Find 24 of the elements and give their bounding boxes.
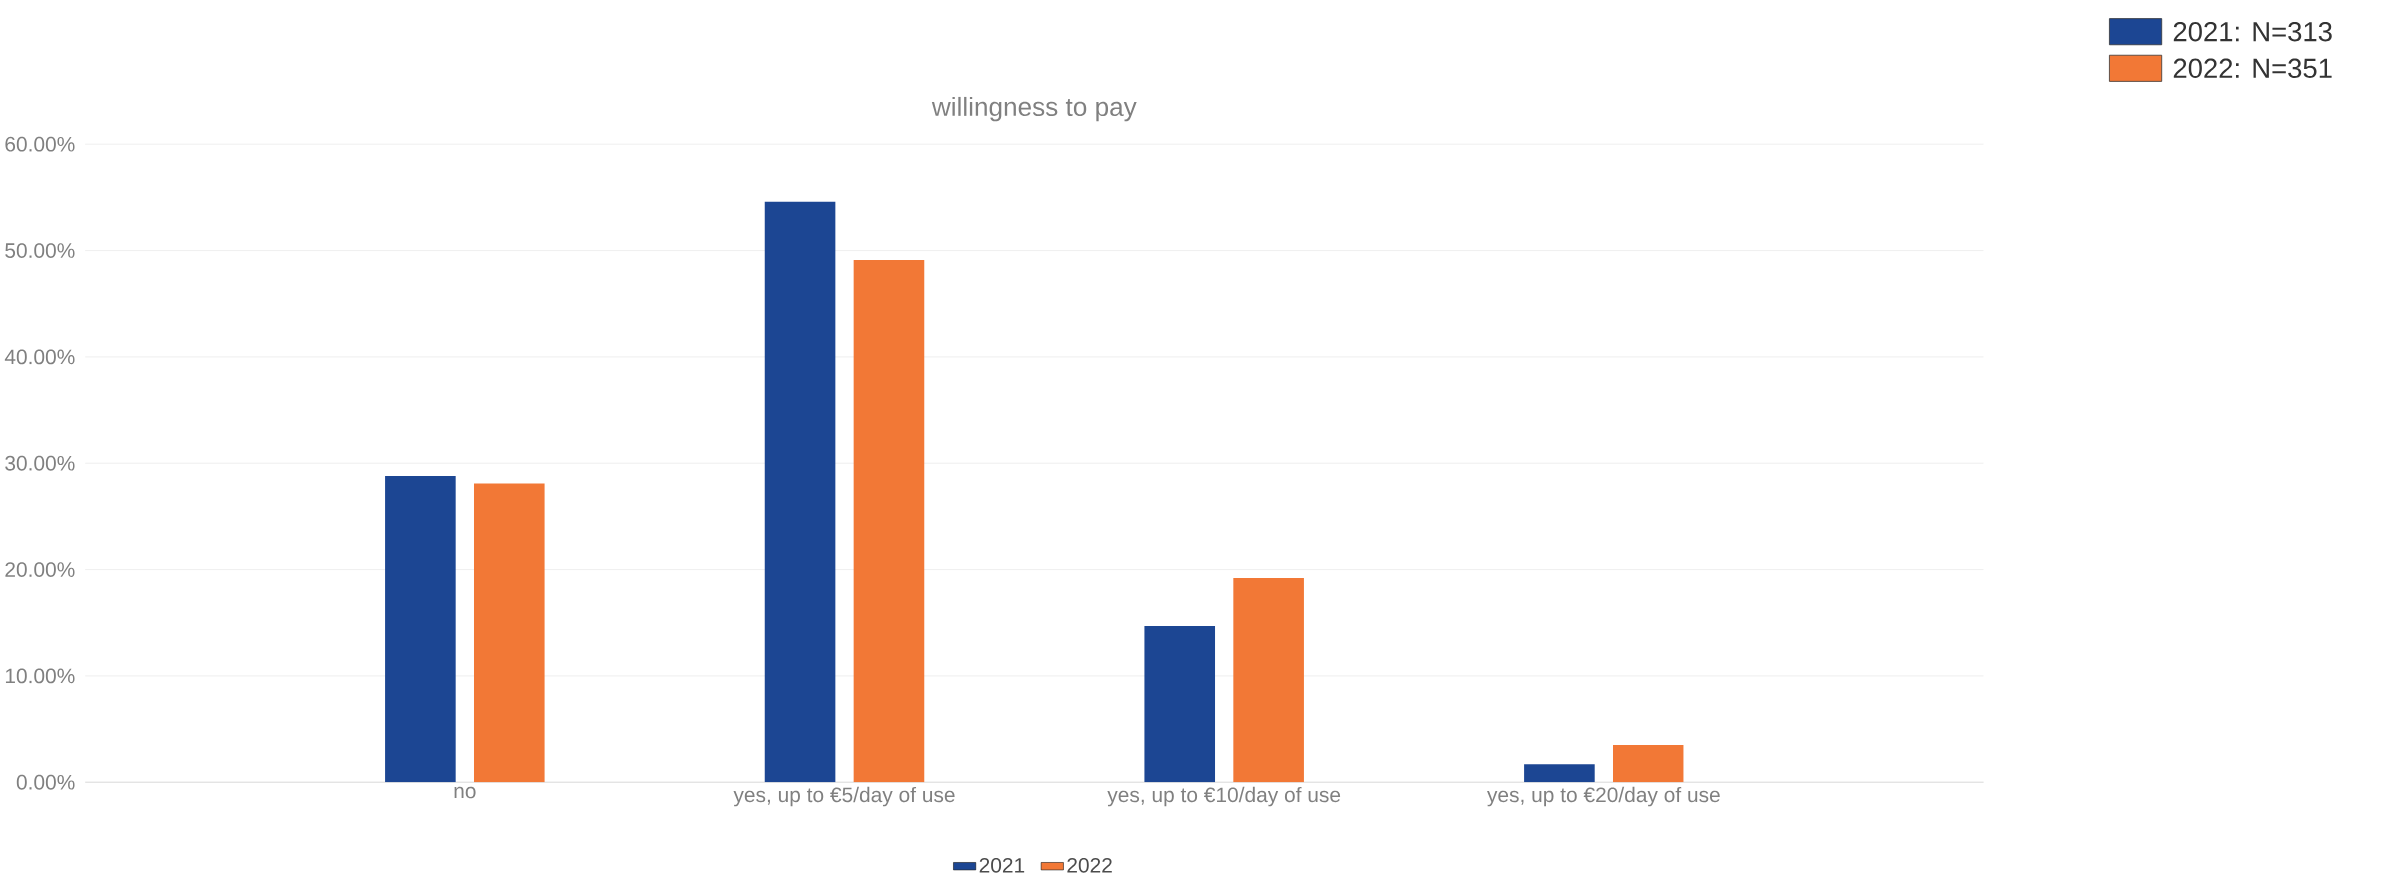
y-tick-label: 40.00% (4, 349, 75, 365)
bar (764, 201, 836, 783)
x-tick-label: no (454, 787, 476, 799)
y-tick-label: 60.00% (5, 136, 75, 152)
y-tick-label: 30.00% (5, 455, 75, 471)
x-tick-label: yes, up to €5/day of use (733, 787, 955, 807)
legend-label: 2021 (979, 858, 1025, 873)
bar (1233, 578, 1304, 783)
x-tick-label: yes, up to €10/day of use (1107, 787, 1341, 807)
bar (1524, 764, 1595, 783)
text: 2022: N=351 (2173, 58, 2332, 79)
x-tick-label: yes, up to €20/day of use (1487, 787, 1720, 807)
y-tick-label: 50.00% (5, 243, 75, 259)
bar (473, 483, 545, 783)
legend-label: 2022 (1067, 858, 1112, 873)
bar (853, 260, 925, 783)
y-tick-label: 0.00% (16, 774, 75, 790)
y-tick-label: 20.00% (5, 562, 75, 578)
bar (385, 476, 456, 783)
bar (1144, 626, 1216, 783)
chart-title: willingness to pay (931, 97, 1137, 122)
text: 2021: N=313 (2173, 22, 2332, 42)
y-tick-label: 10.00% (5, 668, 75, 684)
bar (1613, 745, 1684, 783)
